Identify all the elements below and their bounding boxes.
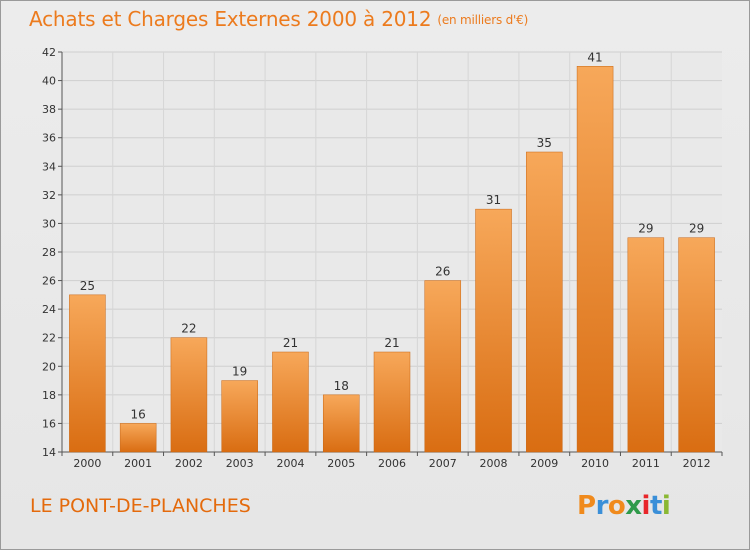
x-tick-label: 2004 <box>276 457 304 470</box>
bar-value-label: 29 <box>689 222 704 236</box>
x-tick-label: 2012 <box>683 457 711 470</box>
y-tick-label: 18 <box>42 389 56 402</box>
bar-value-label: 18 <box>334 379 349 393</box>
bar-2000 <box>69 294 106 453</box>
y-tick-label: 22 <box>42 332 56 345</box>
labels: 14 16 18 20 22 24 26 28 30 32 34 36 38 40 42 25 2000 16 20… <box>42 46 711 470</box>
bar-2010 <box>576 66 614 453</box>
chart-unit: (en milliers d'€) <box>437 13 529 27</box>
bar-value-label: 35 <box>537 136 552 150</box>
bar-value-label: 26 <box>435 265 450 279</box>
bar-2009 <box>526 151 563 453</box>
x-tick-label: 2011 <box>632 457 660 470</box>
proxiti-logo: Proxiti <box>577 491 671 521</box>
logo-letter: i <box>661 491 671 521</box>
y-tick-label: 14 <box>42 446 56 459</box>
logo-letter: o <box>607 491 626 521</box>
chart-title: Achats et Charges Externes 2000 à 2012 (e… <box>29 7 528 31</box>
bar-2007 <box>424 280 462 453</box>
y-tick-label: 40 <box>42 75 56 88</box>
y-tick-label: 38 <box>42 103 56 116</box>
commune-name: LE PONT-DE-PLANCHES <box>30 495 251 517</box>
x-tick-label: 2010 <box>581 457 609 470</box>
x-tick-label: 2003 <box>226 457 254 470</box>
logo-letter: x <box>625 491 642 521</box>
bar-value-label: 25 <box>80 279 95 293</box>
y-tick-label: 36 <box>42 132 56 145</box>
logo-letter: P <box>577 491 596 521</box>
x-tick-label: 2007 <box>429 457 457 470</box>
bars <box>69 66 715 453</box>
logo-letter: r <box>595 491 609 521</box>
x-tick-label: 2005 <box>327 457 355 470</box>
x-tick-label: 2006 <box>378 457 406 470</box>
y-tick-label: 28 <box>42 246 56 259</box>
bar-value-label: 41 <box>587 50 602 64</box>
bar-2001 <box>119 423 157 453</box>
x-tick-label: 2000 <box>73 457 101 470</box>
bar-value-label: 31 <box>486 193 501 207</box>
bar-2002 <box>170 337 208 453</box>
bar-2012 <box>678 237 715 453</box>
y-tick-label: 16 <box>42 417 56 430</box>
bar-2005 <box>322 394 360 453</box>
y-tick-label: 30 <box>42 217 56 230</box>
bar-value-label: 21 <box>384 336 399 350</box>
bar-2008 <box>475 208 512 453</box>
x-tick-label: 2001 <box>124 457 152 470</box>
logo-letter: t <box>649 491 662 521</box>
x-tick-label: 2008 <box>480 457 508 470</box>
bar-value-label: 19 <box>232 365 247 379</box>
bar-2006 <box>373 351 411 453</box>
bar-2003 <box>221 380 258 453</box>
bar-value-label: 29 <box>638 222 653 236</box>
bar-value-label: 22 <box>181 322 196 336</box>
bar-value-label: 16 <box>131 407 146 421</box>
y-tick-label: 20 <box>42 360 56 373</box>
logo-letter: i <box>641 491 651 521</box>
y-tick-label: 34 <box>42 160 56 173</box>
chart-title-text: Achats et Charges Externes 2000 à 2012 <box>29 7 432 31</box>
y-tick-label: 24 <box>42 303 56 316</box>
x-tick-label: 2002 <box>175 457 203 470</box>
y-tick-label: 42 <box>42 46 56 59</box>
x-tick-label: 2009 <box>530 457 558 470</box>
bar-2004 <box>272 351 309 453</box>
y-tick-label: 32 <box>42 189 56 202</box>
y-tick-label: 26 <box>42 275 56 288</box>
bar-value-label: 21 <box>283 336 298 350</box>
bar-2011 <box>627 237 665 453</box>
